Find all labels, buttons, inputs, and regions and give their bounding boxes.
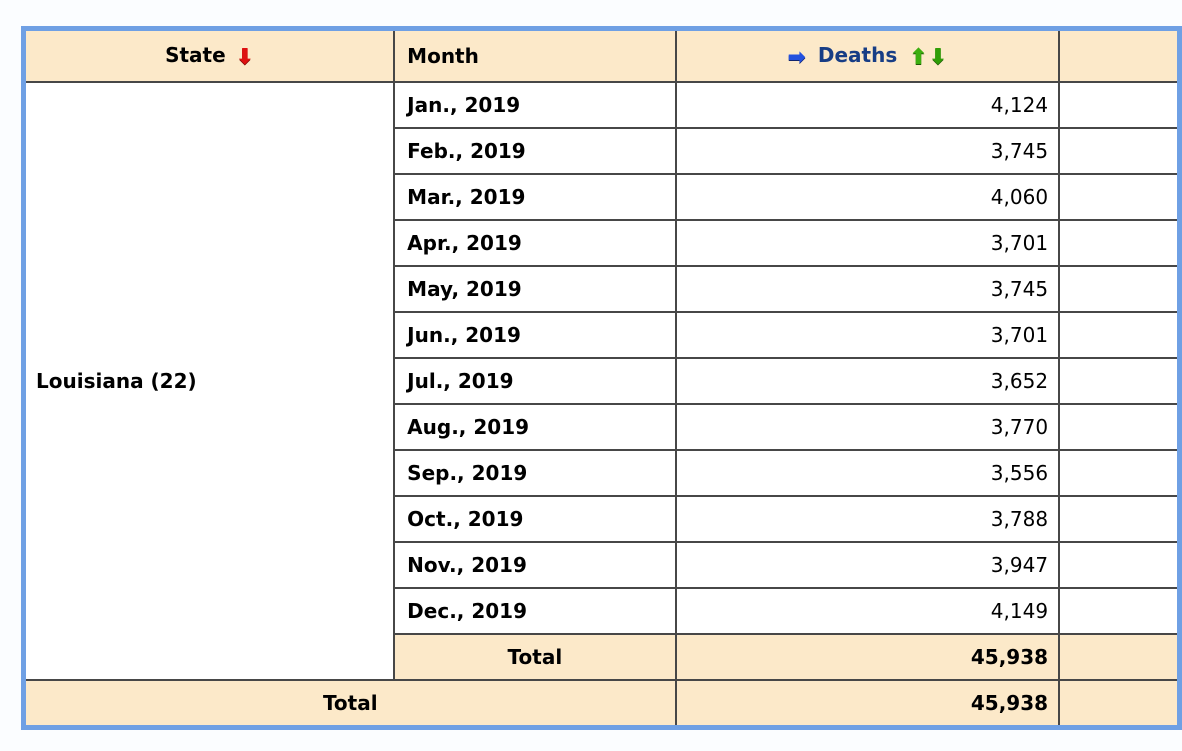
clipped-cell: [1058, 403, 1181, 451]
deaths-cell: 3,701: [674, 219, 1061, 267]
grand-total-row: Total 45,938: [22, 679, 1181, 729]
table-row: Nov., 2019 3,947: [24, 541, 1181, 589]
clipped-cell: [1058, 587, 1181, 635]
month-cell: Jan., 2019: [393, 81, 677, 129]
state-total-deaths: 45,938: [674, 633, 1061, 681]
state-name-cell: Louisiana (22): [22, 81, 396, 681]
clipped-cell: [1058, 265, 1181, 313]
table-row: Aug., 2019 3,770: [24, 403, 1181, 451]
deaths-by-month-table: State ⬇ Month ➡ Deaths ⬆⬇ Louisiana (22) Ja…: [21, 26, 1182, 730]
state-header-label: State: [165, 43, 226, 67]
deaths-cell: 3,745: [674, 127, 1061, 175]
deaths-column-header: ➡ Deaths ⬆⬇: [674, 27, 1061, 83]
clipped-cell: [1058, 81, 1181, 129]
table-row: Feb., 2019 3,745: [24, 127, 1181, 175]
deaths-cell: 3,770: [674, 403, 1061, 451]
table-row: Dec., 2019 4,149: [24, 587, 1181, 635]
table-row: Mar., 2019 4,060: [24, 173, 1181, 221]
clipped-cell: [1058, 357, 1181, 405]
month-cell: Aug., 2019: [393, 403, 677, 451]
table-row: Louisiana (22) Jan., 2019 4,124: [22, 81, 1181, 681]
deaths-header-label: Deaths: [817, 43, 898, 67]
deaths-cell: 3,652: [674, 357, 1061, 405]
month-cell: Nov., 2019: [393, 541, 677, 589]
month-cell: Feb., 2019: [393, 127, 677, 175]
deaths-cell: 4,124: [674, 81, 1061, 129]
month-cell: May, 2019: [393, 265, 677, 313]
deaths-pointer-icon[interactable]: ➡: [787, 45, 806, 70]
state-total-label: Total: [393, 633, 677, 681]
deaths-cell: 3,745: [674, 265, 1061, 313]
table-row: Oct., 2019 3,788: [24, 495, 1181, 543]
clipped-cell: [1058, 449, 1181, 497]
header-row: State ⬇ Month ➡ Deaths ⬆⬇: [22, 27, 1181, 83]
deaths-cell: 4,149: [674, 587, 1061, 635]
clipped-cell: [1058, 541, 1181, 589]
clipped-cell: [1058, 311, 1181, 359]
state-total-row: Total 45,938: [24, 633, 1181, 681]
state-column-header: State ⬇: [22, 27, 396, 83]
month-cell: Dec., 2019: [393, 587, 677, 635]
deaths-cell: 3,788: [674, 495, 1061, 543]
month-cell: Sep., 2019: [393, 449, 677, 497]
month-cell: Apr., 2019: [393, 219, 677, 267]
clipped-column-header: [1058, 27, 1181, 83]
clipped-cell: [1058, 679, 1181, 729]
deaths-cell: 3,556: [674, 449, 1061, 497]
month-header-label: Month: [407, 44, 479, 68]
month-cell: Jul., 2019: [393, 357, 677, 405]
table-row: Apr., 2019 3,701: [24, 219, 1181, 267]
month-cell: Oct., 2019: [393, 495, 677, 543]
deaths-cell: 3,947: [674, 541, 1061, 589]
deaths-sort-ascending-icon[interactable]: ⬆: [909, 45, 928, 70]
deaths-cell: 4,060: [674, 173, 1061, 221]
table-row: Jul., 2019 3,652: [24, 357, 1181, 405]
table-row: May, 2019 3,745: [24, 265, 1181, 313]
grand-total-label: Total: [22, 679, 677, 729]
month-cell: Jun., 2019: [393, 311, 677, 359]
deaths-sort-descending-icon[interactable]: ⬇: [928, 45, 948, 70]
table-row: Jun., 2019 3,701: [24, 311, 1181, 359]
grand-total-deaths: 45,938: [674, 679, 1061, 729]
state-sort-descending-icon[interactable]: ⬇: [235, 45, 255, 70]
month-cell: Mar., 2019: [393, 173, 677, 221]
month-column-header: Month: [393, 27, 677, 83]
deaths-cell: 3,701: [674, 311, 1061, 359]
results-table-container: State ⬇ Month ➡ Deaths ⬆⬇ Louisiana (22) Ja…: [21, 26, 1182, 730]
clipped-cell: [1058, 127, 1181, 175]
clipped-cell: [1058, 495, 1181, 543]
table-row: Sep., 2019 3,556: [24, 449, 1181, 497]
clipped-cell: [1058, 173, 1181, 221]
clipped-cell: [1058, 633, 1181, 681]
clipped-cell: [1058, 219, 1181, 267]
